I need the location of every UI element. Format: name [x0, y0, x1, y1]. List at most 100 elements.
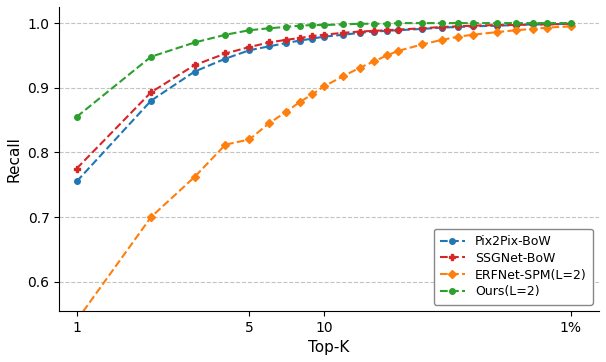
SSGNet-BoW	[73, 167, 81, 171]
ERFNet-SPM(L=2)	[493, 30, 500, 34]
Ours(L=2)	[419, 21, 426, 25]
ERFNet-SPM(L=2)	[395, 49, 402, 53]
Ours(L=2)	[340, 22, 347, 26]
Ours(L=2)	[73, 115, 81, 119]
Pix2Pix-BoW	[356, 31, 364, 35]
SSGNet-BoW	[356, 29, 364, 34]
SSGNet-BoW	[469, 24, 476, 28]
SSGNet-BoW	[371, 29, 378, 33]
ERFNet-SPM(L=2)	[296, 100, 304, 104]
Pix2Pix-BoW	[265, 44, 273, 49]
Ours(L=2)	[309, 23, 316, 27]
Ours(L=2)	[454, 21, 462, 25]
Pix2Pix-BoW	[340, 33, 347, 37]
ERFNet-SPM(L=2)	[222, 143, 229, 147]
ERFNet-SPM(L=2)	[438, 38, 445, 42]
ERFNet-SPM(L=2)	[73, 318, 81, 323]
Pix2Pix-BoW	[544, 22, 551, 26]
ERFNet-SPM(L=2)	[544, 25, 551, 30]
SSGNet-BoW	[191, 63, 198, 67]
ERFNet-SPM(L=2)	[371, 59, 378, 63]
Ours(L=2)	[469, 21, 476, 25]
Ours(L=2)	[147, 55, 155, 59]
Pix2Pix-BoW	[383, 29, 390, 33]
Pix2Pix-BoW	[469, 24, 476, 29]
Ours(L=2)	[529, 21, 536, 25]
Pix2Pix-BoW	[567, 22, 574, 26]
Pix2Pix-BoW	[371, 29, 378, 34]
ERFNet-SPM(L=2)	[340, 74, 347, 78]
Ours(L=2)	[544, 21, 551, 25]
SSGNet-BoW	[320, 33, 327, 37]
SSGNet-BoW	[309, 34, 316, 38]
Line: Pix2Pix-BoW: Pix2Pix-BoW	[74, 21, 574, 184]
Ours(L=2)	[222, 33, 229, 37]
Ours(L=2)	[191, 40, 198, 45]
ERFNet-SPM(L=2)	[529, 27, 536, 31]
Pix2Pix-BoW	[529, 22, 536, 26]
Ours(L=2)	[371, 22, 378, 26]
ERFNet-SPM(L=2)	[356, 66, 364, 70]
Pix2Pix-BoW	[513, 23, 520, 27]
Pix2Pix-BoW	[493, 24, 500, 28]
Pix2Pix-BoW	[454, 25, 462, 29]
Line: SSGNet-BoW: SSGNet-BoW	[74, 21, 574, 171]
Pix2Pix-BoW	[191, 70, 198, 74]
ERFNet-SPM(L=2)	[191, 175, 198, 179]
Line: ERFNet-SPM(L=2): ERFNet-SPM(L=2)	[73, 23, 574, 324]
ERFNet-SPM(L=2)	[419, 42, 426, 47]
Pix2Pix-BoW	[395, 28, 402, 32]
Pix2Pix-BoW	[438, 25, 445, 30]
ERFNet-SPM(L=2)	[309, 92, 316, 96]
SSGNet-BoW	[222, 51, 229, 56]
Pix2Pix-BoW	[419, 27, 426, 31]
Y-axis label: Recall: Recall	[7, 136, 22, 182]
SSGNet-BoW	[544, 22, 551, 26]
Ours(L=2)	[265, 26, 273, 30]
SSGNet-BoW	[454, 24, 462, 29]
ERFNet-SPM(L=2)	[383, 53, 390, 58]
ERFNet-SPM(L=2)	[320, 84, 327, 89]
Ours(L=2)	[395, 21, 402, 25]
ERFNet-SPM(L=2)	[567, 24, 574, 29]
ERFNet-SPM(L=2)	[282, 110, 289, 114]
SSGNet-BoW	[567, 22, 574, 26]
Ours(L=2)	[356, 22, 364, 26]
Ours(L=2)	[493, 21, 500, 25]
Pix2Pix-BoW	[147, 98, 155, 103]
Pix2Pix-BoW	[296, 38, 304, 43]
SSGNet-BoW	[282, 38, 289, 42]
Ours(L=2)	[320, 23, 327, 27]
SSGNet-BoW	[529, 22, 536, 26]
SSGNet-BoW	[340, 31, 347, 35]
SSGNet-BoW	[419, 26, 426, 30]
SSGNet-BoW	[438, 25, 445, 29]
ERFNet-SPM(L=2)	[246, 137, 253, 142]
SSGNet-BoW	[265, 40, 273, 45]
ERFNet-SPM(L=2)	[513, 28, 520, 32]
Line: Ours(L=2): Ours(L=2)	[74, 20, 574, 119]
Ours(L=2)	[513, 21, 520, 25]
Pix2Pix-BoW	[246, 48, 253, 52]
ERFNet-SPM(L=2)	[147, 215, 155, 219]
X-axis label: Top-K: Top-K	[308, 340, 350, 355]
SSGNet-BoW	[493, 23, 500, 27]
ERFNet-SPM(L=2)	[469, 33, 476, 37]
SSGNet-BoW	[147, 90, 155, 94]
Pix2Pix-BoW	[282, 41, 289, 45]
Ours(L=2)	[383, 22, 390, 26]
Ours(L=2)	[296, 24, 304, 28]
Pix2Pix-BoW	[73, 179, 81, 184]
SSGNet-BoW	[395, 28, 402, 32]
ERFNet-SPM(L=2)	[265, 121, 273, 126]
SSGNet-BoW	[383, 28, 390, 32]
Legend: Pix2Pix-BoW, SSGNet-BoW, ERFNet-SPM(L=2), Ours(L=2): Pix2Pix-BoW, SSGNet-BoW, ERFNet-SPM(L=2)…	[433, 229, 593, 304]
ERFNet-SPM(L=2)	[454, 34, 462, 39]
SSGNet-BoW	[246, 45, 253, 49]
SSGNet-BoW	[513, 23, 520, 27]
Pix2Pix-BoW	[320, 34, 327, 39]
Ours(L=2)	[567, 21, 574, 25]
Pix2Pix-BoW	[309, 37, 316, 41]
Ours(L=2)	[282, 25, 289, 29]
Ours(L=2)	[246, 28, 253, 32]
